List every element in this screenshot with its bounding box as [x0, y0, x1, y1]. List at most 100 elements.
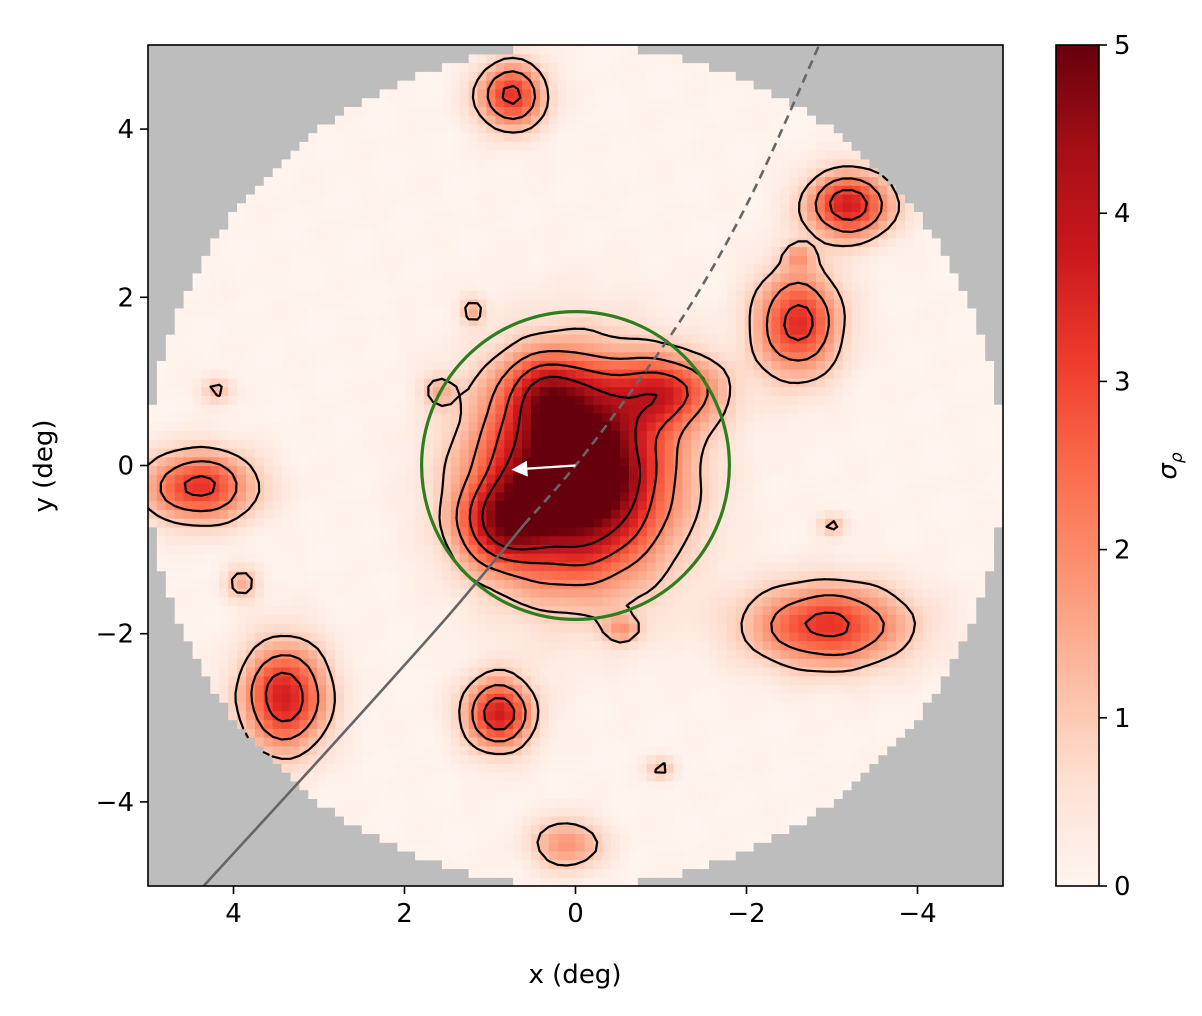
- heatmap-cell: [299, 430, 309, 440]
- heatmap-cell: [860, 745, 871, 756]
- heatmap-cell: [611, 631, 621, 642]
- heatmap-cell: [726, 474, 737, 484]
- heatmap-cell: [655, 850, 666, 861]
- heatmap-cell: [183, 605, 194, 616]
- heatmap-cell: [958, 631, 968, 642]
- heatmap-cell: [450, 824, 461, 835]
- heatmap-cell: [441, 745, 452, 756]
- heatmap-cell: [931, 719, 942, 729]
- heatmap-cell: [789, 544, 799, 554]
- heatmap-cell: [593, 728, 603, 738]
- heatmap-cell: [174, 456, 185, 467]
- heatmap-cell: [335, 859, 345, 870]
- heatmap-cell: [522, 807, 532, 817]
- heatmap-cell: [192, 474, 203, 484]
- heatmap-cell: [735, 772, 746, 782]
- heatmap-cell: [922, 658, 933, 668]
- heatmap-cell: [237, 710, 247, 721]
- heatmap-cell: [824, 439, 835, 449]
- heatmap-cell: [415, 807, 425, 817]
- heatmap-cell: [299, 474, 309, 484]
- heatmap-cell: [726, 579, 737, 589]
- heatmap-cell: [237, 702, 247, 712]
- heatmap-cell: [237, 474, 247, 484]
- heatmap-cell: [254, 737, 265, 747]
- heatmap-cell: [700, 850, 710, 861]
- heatmap-cell: [415, 500, 425, 510]
- heatmap-cell: [192, 649, 203, 659]
- heatmap-cell: [148, 868, 158, 878]
- heatmap-cell: [780, 456, 790, 467]
- heatmap-cell: [860, 640, 871, 651]
- heatmap-cell: [299, 728, 309, 738]
- heatmap-cell: [263, 649, 274, 659]
- heatmap-cell: [183, 772, 194, 782]
- heatmap-cell: [637, 439, 648, 449]
- heatmap-cell: [726, 649, 737, 659]
- heatmap-cell: [424, 763, 434, 773]
- heatmap-cell: [335, 815, 345, 826]
- heatmap-cell: [700, 649, 710, 659]
- heatmap-cell: [441, 447, 452, 458]
- heatmap-cell: [976, 474, 986, 484]
- heatmap-cell: [798, 684, 808, 694]
- heatmap-cell: [976, 631, 986, 642]
- heatmap-cell: [254, 588, 265, 598]
- heatmap-cell: [913, 544, 924, 554]
- heatmap-cell: [691, 447, 701, 458]
- heatmap-cell: [798, 474, 808, 484]
- heatmap-cell: [281, 544, 292, 554]
- heatmap-cell: [424, 693, 434, 703]
- heatmap-cell: [415, 605, 425, 616]
- heatmap-cell: [174, 430, 185, 440]
- heatmap-cell: [575, 719, 586, 729]
- heatmap-cell: [584, 754, 594, 764]
- heatmap-cell: [967, 640, 977, 651]
- heatmap-cell: [815, 719, 826, 729]
- heatmap-cell: [477, 675, 488, 686]
- heatmap-cell: [789, 491, 799, 502]
- heatmap-cell: [459, 824, 470, 835]
- heatmap-cell: [192, 623, 203, 633]
- heatmap-cell: [655, 500, 666, 510]
- heatmap-cell: [486, 447, 496, 458]
- heatmap-cell: [869, 553, 879, 563]
- heatmap-cell: [718, 798, 728, 808]
- heatmap-cell: [584, 693, 594, 703]
- heatmap-cell: [183, 631, 194, 642]
- heatmap-cell: [593, 456, 603, 467]
- heatmap-cell: [602, 842, 612, 852]
- heatmap-cell: [967, 439, 977, 449]
- heatmap-cell: [433, 807, 443, 817]
- heatmap-cell: [548, 859, 559, 870]
- heatmap-cell: [735, 518, 746, 528]
- heatmap-cell: [424, 719, 434, 729]
- heatmap-cell: [833, 561, 844, 572]
- heatmap-cell: [281, 850, 292, 861]
- heatmap-cell: [575, 596, 586, 607]
- heatmap-cell: [646, 710, 657, 721]
- heatmap-cell: [931, 842, 942, 852]
- heatmap-cell: [628, 526, 639, 537]
- heatmap-cell: [664, 815, 675, 826]
- heatmap-cell: [976, 561, 986, 572]
- heatmap-cell: [272, 728, 283, 738]
- heatmap-cell: [718, 579, 728, 589]
- heatmap-cell: [343, 570, 354, 580]
- heatmap-cell: [967, 491, 977, 502]
- heatmap-cell: [272, 640, 283, 651]
- heatmap-cell: [700, 623, 710, 633]
- heatmap-cell: [664, 474, 675, 484]
- heatmap-cell: [896, 456, 906, 467]
- heatmap-cell: [940, 526, 951, 537]
- heatmap-cell: [762, 684, 773, 694]
- heatmap-cell: [967, 447, 977, 458]
- heatmap-cell: [388, 430, 398, 440]
- heatmap-cell: [281, 518, 292, 528]
- heatmap-cell: [771, 824, 781, 835]
- heatmap-cell: [237, 772, 247, 782]
- heatmap-cell: [664, 789, 675, 799]
- heatmap-cell: [361, 561, 372, 572]
- heatmap-cell: [459, 789, 470, 799]
- heatmap-cell: [682, 850, 692, 861]
